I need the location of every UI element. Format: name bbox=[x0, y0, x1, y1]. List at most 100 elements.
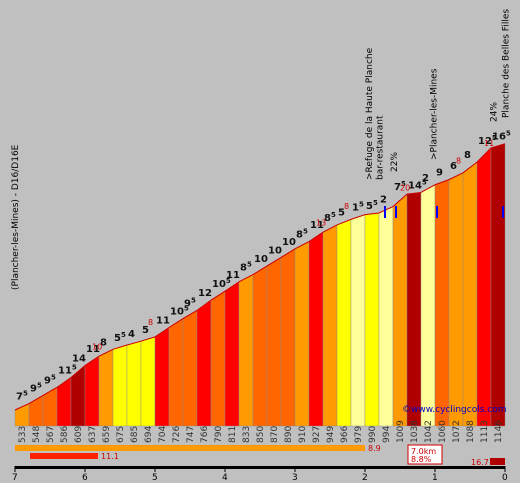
gradient-decimal: 5 bbox=[373, 199, 378, 207]
km-axis-line bbox=[15, 466, 505, 469]
gradient-decimal: 5 bbox=[506, 130, 511, 138]
profile-segment bbox=[406, 192, 422, 427]
profile-segment bbox=[266, 257, 282, 427]
altitude-label: 1038 bbox=[410, 420, 420, 443]
altitude-label: 726 bbox=[172, 426, 182, 443]
km-tick-label: 6 bbox=[82, 473, 88, 483]
altitude-label: 890 bbox=[284, 426, 294, 443]
gradient-label: 4 bbox=[128, 329, 135, 340]
watermark: ©www.cyclingcols.com bbox=[402, 405, 506, 415]
altitude-label: 1146 bbox=[494, 420, 504, 443]
profile-segment bbox=[154, 327, 170, 427]
profile-segment bbox=[490, 143, 506, 427]
gradient-label: 10 bbox=[282, 237, 296, 248]
altitude-label: 870 bbox=[270, 426, 280, 443]
km-axis: 7 6 5 4 3 2 1 0 bbox=[12, 466, 508, 483]
gradient-label: 15 bbox=[352, 201, 364, 214]
start-label: (Plancher-les-Mines) - D16/D16E bbox=[11, 144, 21, 290]
km-tick-label: 5 bbox=[152, 473, 158, 483]
gradient-label: 95 bbox=[44, 373, 56, 386]
poi-label: >Refuge de la Haute Planche bbox=[365, 47, 375, 180]
altitude-label: 685 bbox=[130, 426, 140, 443]
gradient-decimal: 5 bbox=[226, 277, 231, 285]
summary-bar-full bbox=[15, 445, 365, 451]
gradient-decimal: 5 bbox=[51, 373, 56, 381]
km-tick-label: 3 bbox=[292, 473, 298, 483]
poi-label: 24% bbox=[489, 102, 499, 122]
profile-segment bbox=[56, 377, 72, 427]
profile-segment bbox=[238, 274, 254, 427]
poi-labels: >Refuge de la Haute Planche bar-restauran… bbox=[365, 9, 512, 218]
profile-segments bbox=[14, 143, 506, 427]
profile-segment bbox=[350, 214, 366, 427]
gradient-label: 8 bbox=[100, 337, 107, 348]
gradient-label: 10 bbox=[268, 245, 282, 256]
profile-segment bbox=[210, 290, 226, 427]
gradient-label: 11 bbox=[156, 316, 170, 327]
profile-labels: 5337554895567955861156091463711659867555… bbox=[16, 130, 511, 443]
max-gradient-label: 13 bbox=[316, 219, 326, 228]
profile-segment bbox=[378, 206, 394, 427]
altitude-label: 927 bbox=[312, 426, 322, 443]
profile-segment bbox=[322, 224, 338, 427]
gradient-label: 85 bbox=[240, 261, 252, 274]
gradient-decimal: 5 bbox=[121, 331, 126, 339]
profile-segment bbox=[252, 265, 268, 427]
gradient-decimal: 5 bbox=[37, 381, 42, 389]
gradient-decimal: 5 bbox=[303, 228, 308, 236]
gradient-label: 75 bbox=[16, 390, 28, 403]
altitude-label: 790 bbox=[214, 426, 224, 443]
gradient-label: 11 bbox=[86, 344, 100, 355]
max-gradient-label: 8 bbox=[456, 157, 461, 166]
gradient-label: 55 bbox=[366, 199, 378, 212]
altitude-label: 910 bbox=[298, 426, 308, 443]
gradient-decimal: 5 bbox=[492, 134, 497, 142]
km-tick-label: 7 bbox=[12, 473, 18, 483]
gradient-label: 6 bbox=[450, 161, 457, 172]
gradient-label: 12 bbox=[198, 288, 212, 299]
altitude-label: 637 bbox=[88, 426, 98, 443]
profile-segment bbox=[168, 318, 184, 427]
altitude-label: 548 bbox=[32, 426, 42, 443]
altitude-label: 994 bbox=[382, 426, 392, 443]
profile-segment bbox=[280, 248, 296, 427]
altitude-label: 833 bbox=[242, 426, 252, 443]
gradient-label: 55 bbox=[114, 331, 126, 344]
profile-segment bbox=[462, 161, 478, 427]
gradient-label: 75 bbox=[394, 180, 406, 193]
gradient-decimal: 5 bbox=[422, 178, 427, 186]
profile-segment bbox=[140, 336, 156, 427]
profile-segment bbox=[364, 212, 380, 427]
altitude-label: 979 bbox=[354, 426, 364, 443]
profile-segment bbox=[336, 219, 352, 427]
summary-pct: 8.8% bbox=[411, 455, 432, 464]
max-gradient-label: 8 bbox=[148, 318, 153, 327]
gradient-label: 5 bbox=[338, 207, 345, 218]
km-tick-label: 2 bbox=[362, 473, 368, 483]
altitude-label: 694 bbox=[144, 426, 154, 443]
gradient-decimal: 5 bbox=[23, 390, 28, 398]
altitude-label: 567 bbox=[46, 426, 56, 443]
poi-label: bar-restaurant bbox=[376, 115, 386, 180]
profile-outline bbox=[14, 143, 506, 411]
gradient-label: 2 bbox=[380, 195, 387, 206]
altitude-label: 949 bbox=[326, 426, 336, 443]
profile-segment bbox=[448, 172, 464, 427]
altitude-label: 1088 bbox=[466, 420, 476, 443]
altitude-label: 966 bbox=[340, 426, 350, 443]
profile-segment bbox=[84, 355, 100, 427]
gradient-label: 14 bbox=[72, 354, 86, 365]
km-tick-label: 0 bbox=[502, 473, 508, 483]
km-tick-label: 4 bbox=[222, 473, 228, 483]
profile-segment bbox=[420, 184, 436, 427]
gradient-label: 165 bbox=[492, 130, 511, 143]
poi-label: Planche des Belles Filles bbox=[502, 9, 512, 118]
poi-label: >Plancher-les-Mines bbox=[429, 68, 439, 160]
gradient-decimal: 5 bbox=[184, 305, 189, 313]
altitude-label: 704 bbox=[158, 426, 168, 443]
profile-segment bbox=[98, 348, 114, 427]
altitude-label: 675 bbox=[116, 426, 126, 443]
altitude-label: 1113 bbox=[480, 420, 490, 443]
profile-segment bbox=[42, 387, 58, 427]
